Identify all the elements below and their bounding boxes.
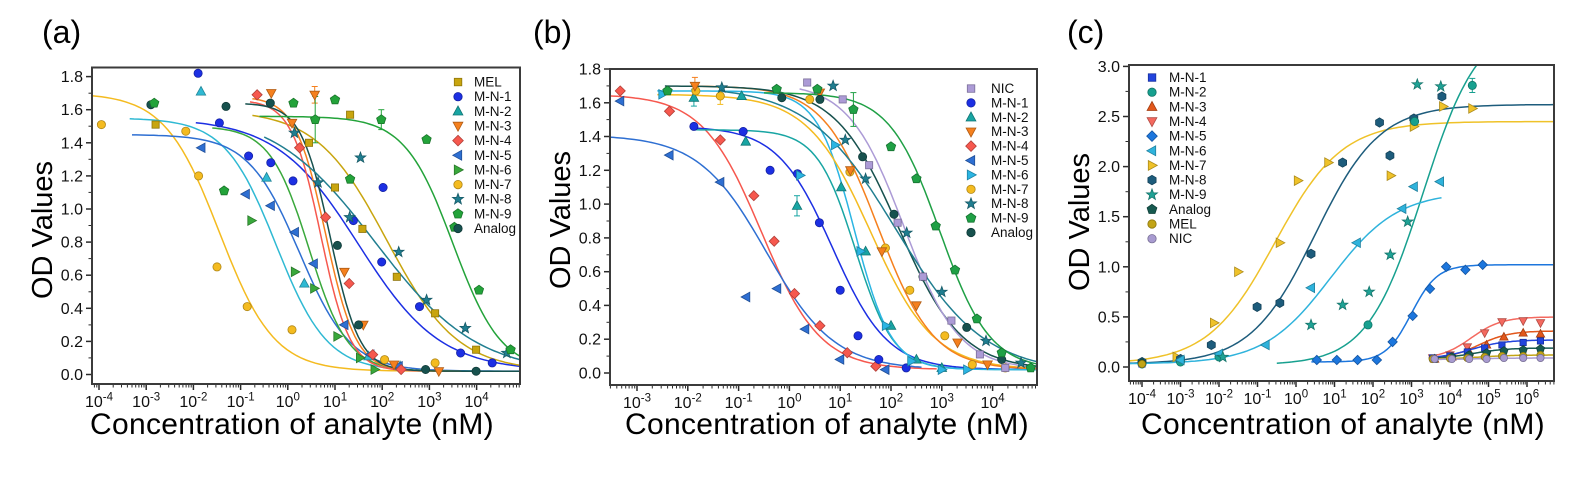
svg-text:M-N-9: M-N-9 — [991, 211, 1029, 226]
svg-text:(c): (c) — [1067, 14, 1104, 50]
svg-text:M-N-9: M-N-9 — [474, 206, 512, 221]
svg-text:OD Values: OD Values — [1064, 153, 1096, 291]
svg-text:OD Values: OD Values — [545, 151, 577, 289]
svg-text:1.4: 1.4 — [579, 129, 601, 146]
svg-text:1.0: 1.0 — [61, 202, 83, 219]
svg-text:M-N-6: M-N-6 — [991, 167, 1029, 182]
svg-text:Analog: Analog — [991, 225, 1033, 240]
svg-text:(b): (b) — [533, 14, 572, 50]
svg-text:1.5: 1.5 — [1098, 209, 1120, 226]
svg-text:MEL: MEL — [474, 75, 502, 90]
svg-text:0.6: 0.6 — [61, 268, 83, 285]
svg-text:M-N-6: M-N-6 — [1169, 143, 1207, 158]
svg-text:3.0: 3.0 — [1098, 59, 1120, 76]
svg-text:M-N-5: M-N-5 — [474, 148, 512, 163]
svg-text:0.0: 0.0 — [61, 367, 83, 384]
svg-text:M-N-2: M-N-2 — [1169, 85, 1207, 100]
svg-text:0.2: 0.2 — [61, 334, 83, 351]
svg-text:1.8: 1.8 — [61, 69, 83, 86]
svg-text:NIC: NIC — [991, 81, 1015, 96]
svg-text:M-N-8: M-N-8 — [991, 196, 1029, 211]
svg-text:M-N-8: M-N-8 — [1169, 173, 1207, 188]
svg-text:M-N-5: M-N-5 — [991, 153, 1029, 168]
svg-text:1.2: 1.2 — [61, 168, 83, 185]
svg-text:NIC: NIC — [1169, 231, 1193, 246]
svg-text:M-N-5: M-N-5 — [1169, 129, 1207, 144]
svg-text:1.2: 1.2 — [579, 163, 601, 180]
svg-text:M-N-2: M-N-2 — [474, 104, 512, 119]
svg-text:1.6: 1.6 — [61, 102, 83, 119]
svg-text:M-N-4: M-N-4 — [1169, 114, 1207, 129]
svg-text:2.5: 2.5 — [1098, 109, 1120, 126]
svg-text:1.6: 1.6 — [579, 95, 601, 112]
svg-text:M-N-9: M-N-9 — [1169, 187, 1207, 202]
svg-text:M-N-7: M-N-7 — [474, 177, 512, 192]
svg-text:M-N-3: M-N-3 — [474, 119, 512, 134]
svg-text:Analog: Analog — [474, 221, 516, 236]
svg-text:M-N-7: M-N-7 — [991, 182, 1029, 197]
svg-text:0.6: 0.6 — [579, 264, 601, 281]
svg-text:(a): (a) — [42, 14, 81, 50]
svg-text:1.0: 1.0 — [579, 197, 601, 214]
svg-text:M-N-4: M-N-4 — [991, 139, 1029, 154]
svg-text:M-N-3: M-N-3 — [1169, 99, 1207, 114]
svg-text:M-N-1: M-N-1 — [1169, 70, 1207, 85]
svg-text:0.0: 0.0 — [1098, 360, 1120, 377]
svg-text:0.4: 0.4 — [61, 301, 83, 318]
svg-text:M-N-7: M-N-7 — [1169, 158, 1207, 173]
svg-text:Concentration of analyte (nM): Concentration of analyte (nM) — [1141, 408, 1545, 441]
svg-text:M-N-1: M-N-1 — [474, 89, 512, 104]
svg-text:1.8: 1.8 — [579, 62, 601, 79]
svg-text:2.0: 2.0 — [1098, 159, 1120, 176]
svg-text:M-N-3: M-N-3 — [991, 124, 1029, 139]
svg-text:0.0: 0.0 — [579, 366, 601, 383]
svg-text:1.0: 1.0 — [1098, 259, 1120, 276]
svg-text:0.4: 0.4 — [579, 298, 601, 315]
svg-text:M-N-6: M-N-6 — [474, 162, 512, 177]
svg-text:0.5: 0.5 — [1098, 309, 1120, 326]
svg-text:1.4: 1.4 — [61, 135, 83, 152]
svg-text:MEL: MEL — [1169, 217, 1197, 232]
svg-text:Concentration of analyte (nM): Concentration of analyte (nM) — [90, 408, 494, 441]
svg-text:M-N-1: M-N-1 — [991, 95, 1029, 110]
svg-text:M-N-2: M-N-2 — [991, 110, 1029, 125]
svg-text:M-N-8: M-N-8 — [474, 192, 512, 207]
svg-text:Analog: Analog — [1169, 202, 1211, 217]
svg-text:0.8: 0.8 — [579, 230, 601, 247]
svg-text:0.2: 0.2 — [579, 332, 601, 349]
svg-text:M-N-4: M-N-4 — [474, 133, 512, 148]
svg-text:OD Values: OD Values — [27, 161, 59, 299]
svg-text:0.8: 0.8 — [61, 235, 83, 252]
svg-text:Concentration of analyte (nM): Concentration of analyte (nM) — [625, 408, 1029, 441]
